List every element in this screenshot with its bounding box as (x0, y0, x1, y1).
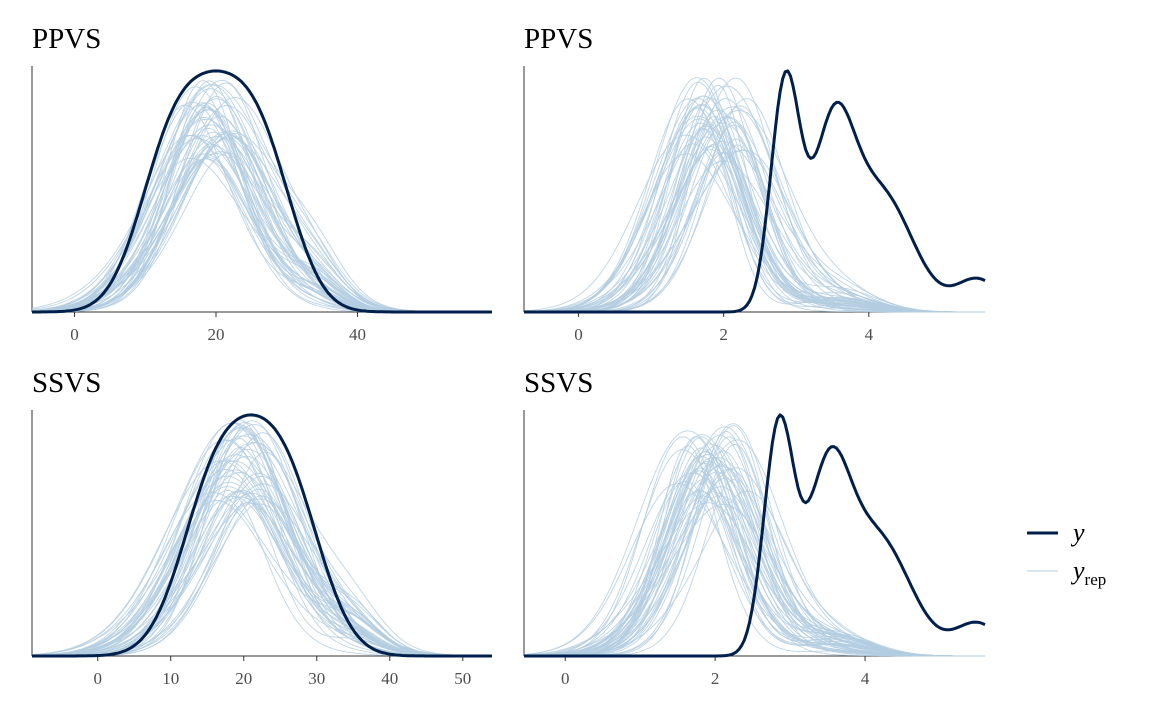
yrep-line (32, 469, 492, 657)
x-tick-label: 50 (454, 669, 471, 688)
panel-title: PPVS (524, 23, 593, 55)
panel-title: SSVS (32, 367, 101, 399)
yrep-line (31, 459, 492, 657)
yrep-line (31, 433, 492, 657)
yrep-line (31, 88, 492, 313)
yrep-line (524, 98, 985, 313)
x-tick-label: 2 (719, 325, 728, 344)
yrep-line (524, 444, 985, 657)
x-tick-label: 0 (93, 669, 102, 688)
yrep-line (32, 446, 492, 657)
panel-ssvs-right: SSVS 0 2 4 (523, 367, 986, 688)
x-tick-label: 40 (349, 325, 366, 344)
yrep-line (524, 81, 985, 313)
y-observed-line (32, 413, 492, 658)
y-observed-line (524, 413, 986, 658)
x-tick-label: 40 (381, 669, 398, 688)
yrep-line (31, 442, 492, 657)
yrep-line (31, 428, 492, 657)
yrep-line (32, 489, 492, 657)
yrep-line (31, 97, 492, 313)
yrep-line (32, 468, 492, 657)
yrep-line (31, 117, 492, 313)
yrep-line (32, 455, 492, 657)
x-tick-label: 30 (308, 669, 325, 688)
yrep-line (31, 422, 492, 657)
yrep-line (32, 488, 492, 657)
yrep-line (31, 492, 492, 657)
panel-ssvs-left: SSVS 0 10 20 30 40 50 (31, 367, 493, 688)
yrep-line (524, 95, 985, 313)
yrep-line (523, 454, 985, 657)
x-tick-label: 4 (865, 325, 874, 344)
x-tick-label: 2 (711, 669, 720, 688)
yrep-line (32, 423, 492, 657)
x-tick-label: 20 (235, 669, 252, 688)
yrep-line (32, 483, 492, 657)
x-tick-label: 10 (162, 669, 179, 688)
panel-title: SSVS (524, 367, 593, 399)
yrep-line (32, 419, 492, 657)
yrep-line (32, 422, 492, 657)
yrep-line (523, 106, 985, 313)
x-tick-label: 0 (574, 325, 583, 344)
yrep-line (31, 460, 492, 657)
legend-label-y: y (1070, 518, 1085, 547)
x-tick-label: 0 (70, 325, 79, 344)
yrep-line (32, 476, 492, 657)
yrep-line (524, 462, 985, 657)
x-tick-label: 4 (861, 669, 870, 688)
yrep-line (524, 436, 985, 657)
legend: y yrep (1027, 518, 1106, 589)
yrep-line (31, 448, 492, 657)
y-observed-line (32, 69, 492, 314)
panel-title: PPVS (32, 23, 101, 55)
yrep-line (523, 455, 985, 657)
yrep-line (524, 478, 985, 657)
x-tick-label: 0 (561, 669, 570, 688)
yrep-line (32, 460, 492, 657)
panel-ppvs-left: PPVS 0 20 40 (31, 23, 492, 344)
yrep-line (524, 436, 985, 657)
yrep-line (31, 475, 492, 657)
yrep-line (523, 486, 985, 657)
panel-ppvs-right: PPVS 0 2 4 (523, 23, 986, 344)
yrep-line (32, 439, 493, 657)
yrep-line (524, 141, 985, 313)
legend-label-yrep: yrep (1070, 556, 1106, 589)
y-observed-line (524, 69, 986, 314)
yrep-line (523, 436, 985, 657)
yrep-line (32, 424, 492, 657)
yrep-line (32, 432, 492, 657)
yrep-line (524, 450, 985, 657)
x-tick-label: 20 (208, 325, 225, 344)
yrep-line (524, 436, 985, 657)
